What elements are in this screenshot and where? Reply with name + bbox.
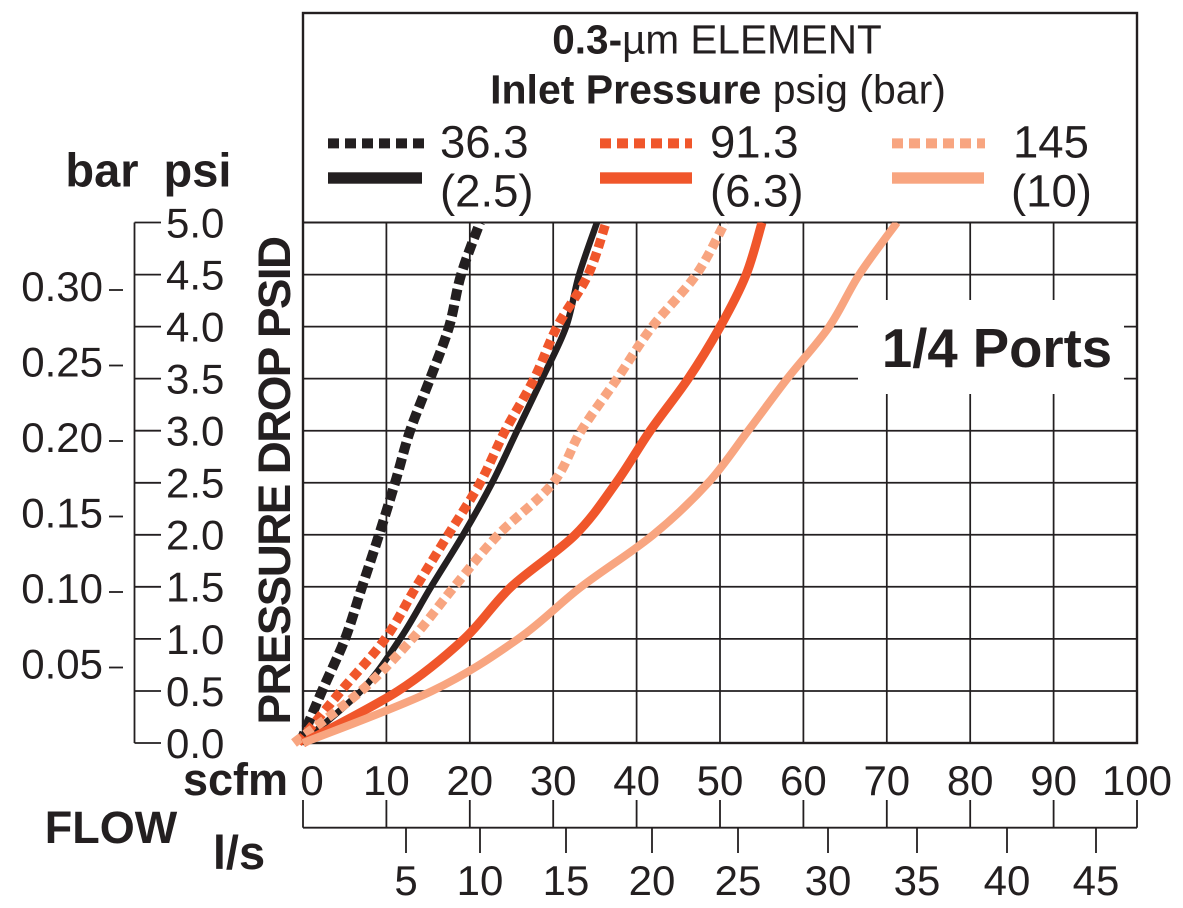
svg-text:60: 60 (780, 757, 827, 804)
svg-text:36.3: 36.3 (440, 117, 529, 168)
svg-text:80: 80 (947, 757, 994, 804)
svg-text:Inlet Pressure psig (bar): Inlet Pressure psig (bar) (490, 66, 946, 112)
svg-text:0.05: 0.05 (21, 641, 103, 688)
svg-text:15: 15 (543, 857, 590, 904)
svg-text:0.20: 0.20 (21, 414, 103, 461)
svg-text:50: 50 (697, 757, 744, 804)
svg-text:0.10: 0.10 (21, 565, 103, 612)
svg-text:10: 10 (363, 757, 410, 804)
svg-text:0: 0 (300, 757, 323, 804)
svg-text:0.30: 0.30 (21, 263, 103, 310)
svg-text:40: 40 (613, 757, 660, 804)
svg-text:0.15: 0.15 (21, 490, 103, 537)
svg-text:45: 45 (1073, 857, 1120, 904)
svg-text:scfm: scfm (183, 754, 288, 805)
svg-text:2.5: 2.5 (166, 460, 224, 507)
svg-text:5: 5 (394, 857, 417, 904)
svg-text:3.5: 3.5 (166, 356, 224, 403)
svg-text:(10): (10) (1011, 166, 1092, 217)
svg-text:(6.3): (6.3) (710, 166, 804, 217)
svg-text:20: 20 (629, 857, 676, 904)
svg-text:0.25: 0.25 (21, 339, 103, 386)
svg-text:1.5: 1.5 (166, 564, 224, 611)
svg-text:l/s: l/s (213, 826, 265, 879)
svg-text:30: 30 (805, 857, 852, 904)
svg-text:90: 90 (1030, 757, 1077, 804)
svg-text:(2.5): (2.5) (440, 166, 534, 217)
svg-text:2.0: 2.0 (166, 512, 224, 559)
svg-text:4.0: 4.0 (166, 304, 224, 351)
svg-text:1/4 Ports: 1/4 Ports (882, 318, 1112, 379)
svg-text:4.5: 4.5 (166, 251, 224, 298)
svg-text:1.0: 1.0 (166, 616, 224, 663)
svg-text:40: 40 (984, 857, 1031, 904)
svg-text:20: 20 (446, 757, 493, 804)
svg-text:PRESSURE DROP PSID: PRESSURE DROP PSID (249, 237, 300, 725)
svg-text:3.0: 3.0 (166, 408, 224, 455)
svg-text:100: 100 (1102, 757, 1172, 804)
svg-text:bar: bar (65, 144, 138, 197)
svg-text:0.5: 0.5 (166, 668, 224, 715)
svg-text:30: 30 (530, 757, 577, 804)
svg-text:FLOW: FLOW (45, 802, 178, 853)
svg-text:35: 35 (894, 857, 941, 904)
svg-text:10: 10 (457, 857, 504, 904)
svg-text:0.3-µm ELEMENT: 0.3-µm ELEMENT (552, 17, 881, 63)
svg-text:0.0: 0.0 (166, 720, 224, 767)
svg-text:psi: psi (164, 144, 232, 197)
svg-text:70: 70 (863, 757, 910, 804)
svg-text:5.0: 5.0 (166, 199, 224, 246)
svg-text:25: 25 (715, 857, 762, 904)
svg-text:91.3: 91.3 (710, 117, 799, 168)
svg-text:145: 145 (1013, 117, 1089, 168)
